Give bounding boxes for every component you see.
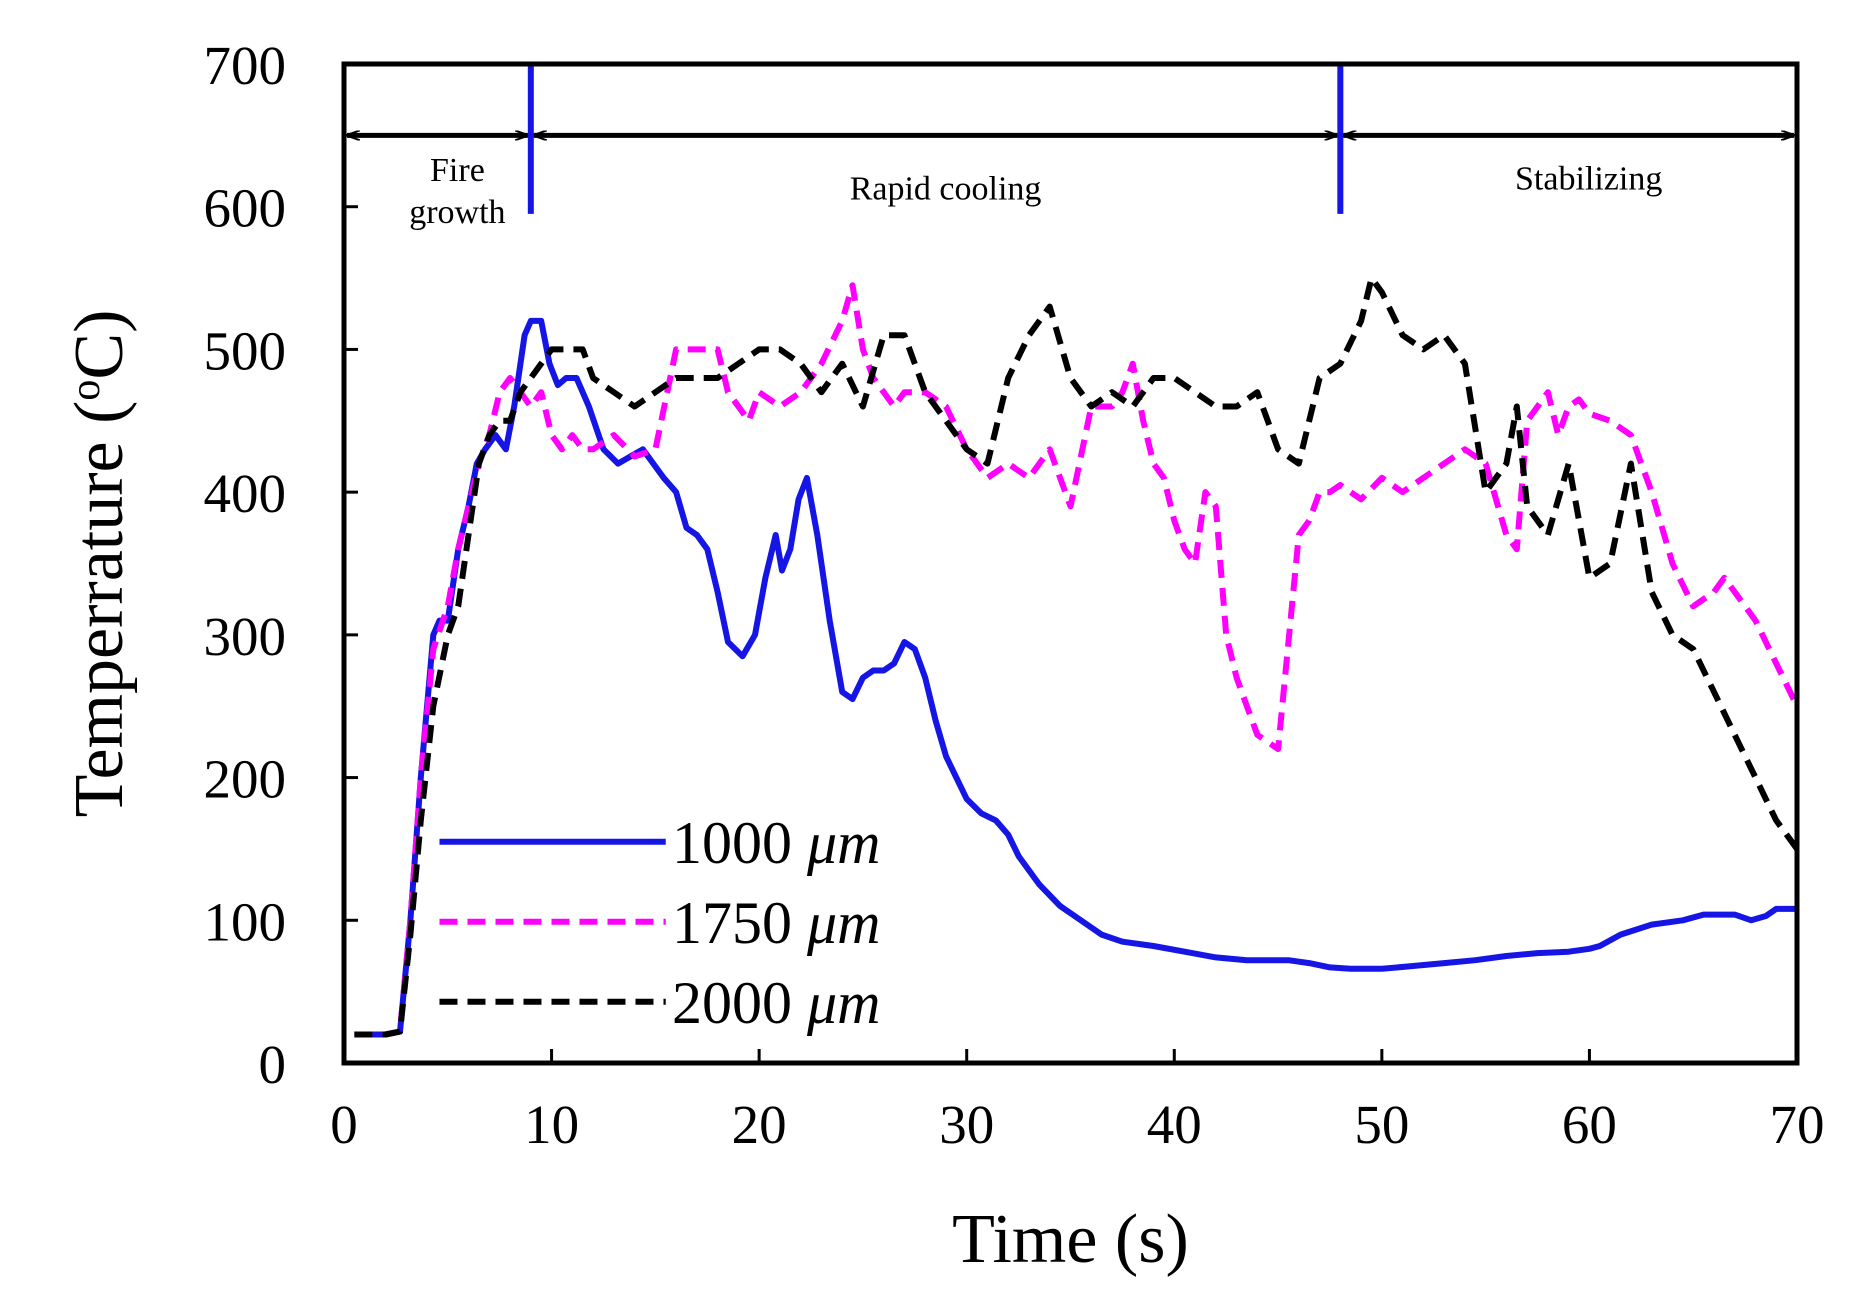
- plot-frame: [341, 61, 1800, 1066]
- series-line-2: [354, 282, 1800, 1038]
- legend-label-number: 1000: [672, 810, 807, 876]
- x-tick-label: 30: [939, 1094, 994, 1155]
- y-tick-label: 300: [204, 606, 287, 667]
- y-axis-title-unit: C): [61, 310, 138, 380]
- x-tick-label: 40: [1147, 1094, 1202, 1155]
- y-tick-label: 400: [204, 463, 287, 524]
- legend-label-1: 1000 μm: [672, 810, 880, 876]
- phase-label-3-line-1: Stabilizing: [1515, 161, 1662, 198]
- x-tick-label: 20: [732, 1094, 787, 1155]
- phase-label-1-line-2: growth: [409, 194, 505, 231]
- x-tick-label: 10: [524, 1094, 579, 1155]
- series-line-3: [354, 275, 1800, 1038]
- y-tick-label: 100: [204, 891, 287, 952]
- y-tick-label: 0: [259, 1034, 287, 1095]
- phase-label-1-line-1: Fire: [430, 152, 485, 189]
- y-axis-title-degree: o: [63, 380, 109, 401]
- x-tick-label: 50: [1354, 1094, 1409, 1155]
- y-axis-title-text: Temperrature (: [61, 401, 138, 818]
- legend-label-number: 1750: [672, 890, 807, 956]
- x-tick-label: 0: [330, 1094, 358, 1155]
- y-tick-label: 600: [204, 178, 287, 239]
- y-axis-title: Temperrature (oC): [61, 310, 138, 818]
- phase-annotations: Fire growth Rapid cooling Stabilizing: [347, 64, 1794, 231]
- y-tick-label: 200: [204, 749, 287, 810]
- y-tick-label: 500: [204, 320, 287, 381]
- legend-label-unit: μm: [806, 810, 880, 876]
- legend-label-number: 2000: [672, 970, 807, 1036]
- phase-label-2-line-1: Rapid cooling: [850, 171, 1042, 208]
- series-line-1: [354, 317, 1797, 1038]
- series-layer: [354, 275, 1800, 1038]
- legend-label-3: 2000 μm: [672, 970, 880, 1036]
- x-tick-label: 70: [1770, 1094, 1825, 1155]
- x-axis-title: Time (s): [952, 1201, 1189, 1278]
- x-tick-label: 60: [1562, 1094, 1617, 1155]
- legend-label-unit: μm: [806, 890, 880, 956]
- legend-label-2: 1750 μm: [672, 890, 880, 956]
- legend-label-unit: μm: [806, 970, 880, 1036]
- y-tick-label: 700: [204, 35, 287, 96]
